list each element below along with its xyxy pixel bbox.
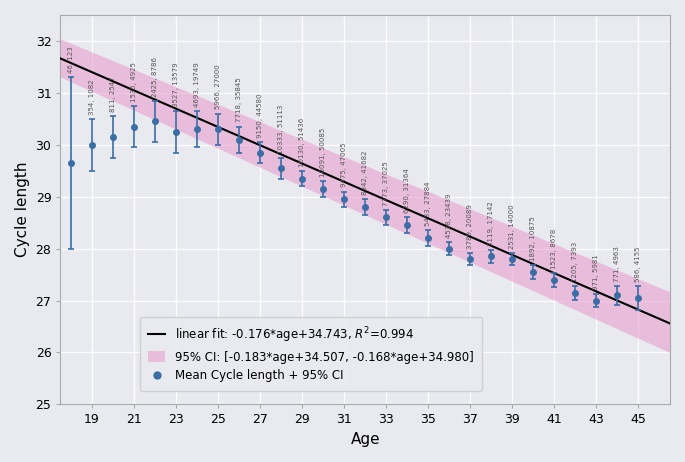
Text: 354, 1082: 354, 1082 (89, 79, 95, 115)
X-axis label: Age: Age (351, 432, 380, 447)
Text: 3789, 20089: 3789, 20089 (467, 204, 473, 249)
Y-axis label: Cycle length: Cycle length (15, 162, 30, 257)
Text: 4538, 23439: 4538, 23439 (447, 194, 452, 238)
Text: 10333, 51113: 10333, 51113 (278, 104, 284, 154)
Text: 8342, 41682: 8342, 41682 (362, 151, 369, 195)
Text: 5433, 27884: 5433, 27884 (425, 182, 432, 226)
Text: 4693, 19749: 4693, 19749 (194, 62, 200, 107)
Text: 5966, 27000: 5966, 27000 (215, 65, 221, 109)
Text: 9475, 47005: 9475, 47005 (341, 143, 347, 188)
Text: 2425, 8786: 2425, 8786 (152, 56, 158, 97)
Text: 46, 123: 46, 123 (68, 46, 74, 73)
Text: 1892, 10875: 1892, 10875 (530, 216, 536, 261)
Text: 771, 4963: 771, 4963 (614, 246, 621, 282)
Text: 1523, 8678: 1523, 8678 (551, 229, 558, 269)
Text: 7718, 35845: 7718, 35845 (236, 78, 242, 122)
Text: 811, 2547: 811, 2547 (110, 77, 116, 112)
Text: 7373, 37025: 7373, 37025 (383, 161, 389, 206)
Text: 1205, 7393: 1205, 7393 (573, 242, 578, 282)
Text: 6290, 31364: 6290, 31364 (404, 169, 410, 213)
Text: 586, 4155: 586, 4155 (636, 246, 641, 282)
Text: 10091, 50085: 10091, 50085 (320, 128, 326, 177)
Legend: linear fit: -0.176*age+34.743, $R^2$=0.994, 95% CI: [-0.183*age+34.507, -0.168*a: linear fit: -0.176*age+34.743, $R^2$=0.9… (140, 317, 482, 391)
Text: 3119, 17142: 3119, 17142 (488, 201, 495, 246)
Text: 3527, 13579: 3527, 13579 (173, 62, 179, 107)
Text: 10130, 51436: 10130, 51436 (299, 117, 306, 167)
Text: 9150, 44580: 9150, 44580 (257, 94, 263, 138)
Text: 2531, 14000: 2531, 14000 (510, 204, 515, 249)
Text: 1535, 4925: 1535, 4925 (131, 62, 137, 102)
Text: 971, 5981: 971, 5981 (593, 254, 599, 290)
